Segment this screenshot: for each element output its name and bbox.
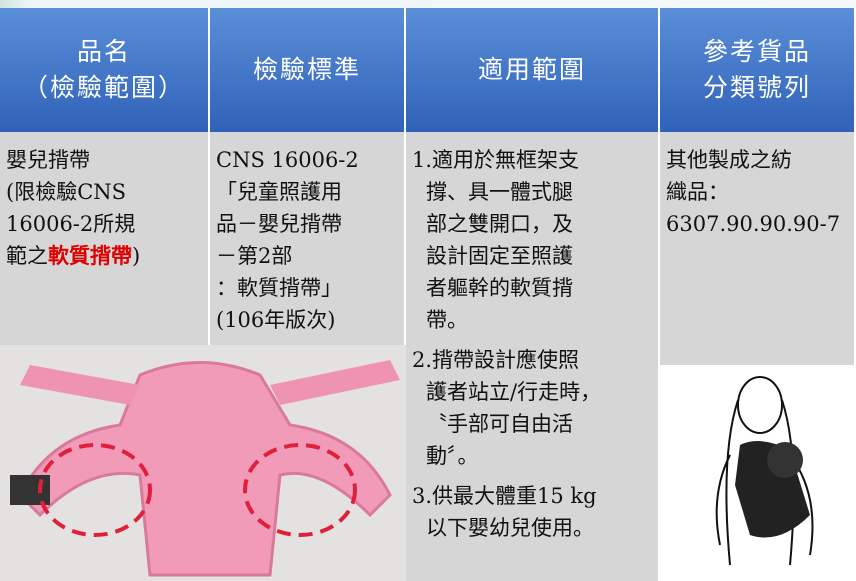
header-text: （檢驗範圍）	[22, 73, 185, 102]
header-text: 檢驗標準	[252, 55, 361, 84]
name-text: )	[132, 244, 141, 268]
name-line: (限檢驗CNS	[6, 180, 127, 204]
carrier-illustration	[660, 365, 856, 581]
scope-line: 撐、具一體式腿	[426, 180, 573, 204]
header-cell: 品名 （檢驗範圍）	[0, 8, 210, 132]
header-cell: 參考貨品 分類號列	[660, 8, 856, 132]
code-line: 6307.90.90.90-7	[666, 212, 841, 236]
scope-line: 帶。	[426, 308, 468, 332]
header-text: 分類號列	[702, 73, 811, 102]
name-cell: 嬰兒揹帶 (限檢驗CNS 16006-2所規 範之軟質揹帶)	[0, 132, 210, 345]
header-text: 適用範圍	[477, 55, 586, 84]
scope-line: 2.揹帶設計應使照	[412, 348, 580, 372]
name-text: 範之	[6, 244, 48, 268]
code-cell: 其他製成之紡 織品： 6307.90.90.90-7	[660, 132, 856, 365]
code-line: 其他製成之紡	[666, 148, 792, 172]
scope-line: 以下嬰幼兒使用。	[426, 516, 594, 540]
scope-line: 護者站立/行走時，	[426, 380, 602, 404]
header-cell: 適用範圍	[406, 8, 660, 132]
header-text: 參考貨品	[702, 37, 811, 66]
scope-line: 1.適用於無框架支	[412, 148, 580, 172]
scope-item: 3.供最大體重15 kg 以下嬰幼兒使用。	[412, 480, 658, 544]
standard-cell: CNS 16006-2 「兒童照護用 品－嬰兒揹帶 －第2部 ：軟質揹帶」 (106年版次…	[210, 132, 406, 345]
standard-line: －第2部	[216, 244, 293, 268]
standard-line: ：軟質揹帶」	[216, 276, 342, 300]
scope-item: 2.揹帶設計應使照護者站立/行走時， 〝手部可自由活 動〞。	[412, 344, 658, 472]
scope-line: 設計固定至照護	[426, 244, 573, 268]
code-line: 織品：	[666, 180, 729, 204]
header-text: 品名	[76, 37, 131, 66]
scope-line: 部之雙開口，及	[426, 212, 573, 236]
scope-line: 3.供最大體重15 kg	[412, 484, 597, 508]
name-line: 嬰兒揹帶	[6, 148, 90, 172]
scope-cell: 1.適用於無框架支 撐、具一體式腿 部之雙開口，及 設計固定至照護 者軀幹的軟質揹 帶。 2…	[406, 132, 660, 581]
standard-line: (106年版次)	[216, 308, 336, 332]
scope-line: 〝手部可自由活	[426, 412, 573, 436]
product-photo	[0, 345, 406, 581]
scope-line: 動〞。	[426, 444, 479, 468]
standard-line: CNS 16006-2	[216, 148, 359, 172]
name-line: 範之軟質揹帶)	[6, 240, 208, 272]
standard-line: 「兒童照護用	[216, 180, 342, 204]
scope-line: 者軀幹的軟質揹	[426, 276, 573, 300]
name-line: 16006-2所規	[6, 212, 136, 236]
scope-item: 1.適用於無框架支撐、具一體式腿 部之雙開口，及 設計固定至照護 者軀幹的軟質揹 帶。	[412, 144, 658, 336]
header-cell: 檢驗標準	[210, 8, 406, 132]
name-highlight: 軟質揹帶	[48, 243, 132, 268]
standard-line: 品－嬰兒揹帶	[216, 212, 342, 236]
